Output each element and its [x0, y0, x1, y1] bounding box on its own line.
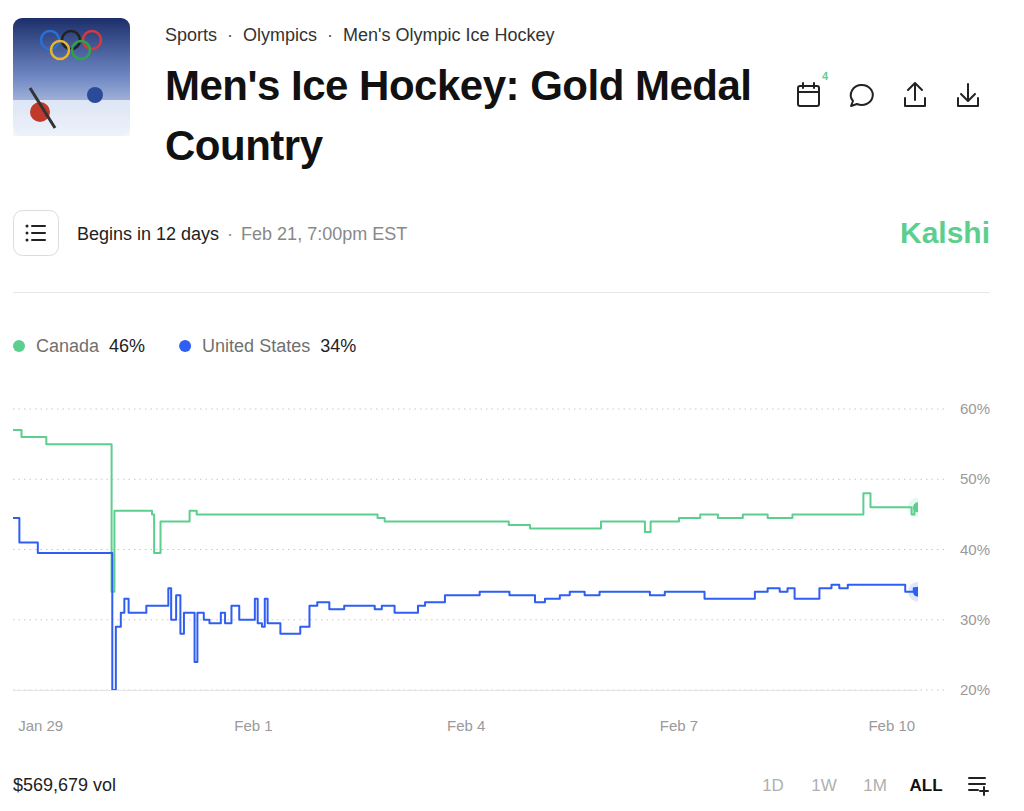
grid-line: [13, 619, 945, 620]
icon-line: [969, 783, 985, 785]
comment-icon[interactable]: [851, 85, 873, 106]
title-line: Men's Ice Hockey: Gold Medal: [165, 62, 752, 109]
breadcrumb[interactable]: Men's Olympic Ice Hockey: [343, 25, 555, 45]
breadcrumb[interactable]: Olympics: [243, 25, 317, 45]
divider: [13, 292, 990, 293]
legend-chance: 46%: [109, 336, 145, 356]
x-tick-label: Feb 7: [660, 717, 698, 734]
add-list-icon[interactable]: [969, 778, 988, 795]
list-button-frame: [14, 211, 59, 256]
ring: [62, 31, 80, 49]
y-grid: 20% 30% 40% 50% 60%: [13, 400, 990, 698]
download-arrow: [961, 84, 975, 101]
brand: Kalshi: [900, 216, 990, 249]
ring: [83, 31, 101, 49]
stick: [30, 88, 55, 128]
calendar-icon[interactable]: [798, 83, 819, 106]
legend-label: United States: [202, 336, 310, 356]
legend-swatch: [13, 340, 25, 352]
x-tick-label: Jan 29: [18, 717, 63, 734]
breadcrumb-separator: ·: [227, 25, 233, 45]
ice: [13, 100, 130, 136]
range-button[interactable]: 1W: [811, 776, 837, 795]
legend-entry: United States 34%: [179, 336, 356, 356]
y-tick-label: 60%: [960, 400, 990, 417]
series-line: [13, 430, 918, 592]
calendar-pin: [813, 83, 815, 88]
x-tick-label: Feb 4: [447, 717, 485, 734]
calendar-count: 4: [822, 70, 829, 82]
volume: $569,679 vol: [13, 775, 116, 795]
legend-swatch: [179, 340, 191, 352]
grid-line: [13, 409, 945, 410]
breadcrumb[interactable]: Sports: [165, 25, 217, 45]
icon-line: [969, 789, 978, 791]
end-dot: [913, 587, 918, 597]
share-icon[interactable]: [905, 83, 925, 106]
status-separator: ·: [227, 224, 233, 244]
breadcrumb-separator: ·: [327, 25, 333, 45]
grid-line: [13, 549, 945, 550]
end-halo: [908, 497, 918, 517]
title-line: Country: [165, 122, 324, 169]
icon-line: [969, 777, 985, 779]
y-tick-label: 50%: [960, 470, 990, 487]
ring: [41, 31, 59, 49]
grid-line: [13, 690, 945, 691]
grid-line: [13, 479, 945, 480]
thumbnail: [13, 18, 130, 136]
list-line: [32, 225, 45, 227]
calendar-line: [798, 91, 819, 93]
ring: [72, 41, 90, 59]
range-button[interactable]: 1M: [863, 776, 887, 795]
range-button[interactable]: 1D: [762, 776, 784, 795]
header-icons: [798, 83, 978, 106]
legend-chance: 34%: [320, 336, 356, 356]
end-halo: [908, 582, 918, 602]
y-tick-label: 40%: [960, 541, 990, 558]
end-dot: [913, 502, 918, 512]
range-button[interactable]: ALL: [909, 776, 942, 795]
x-tick-label: Feb 10: [868, 717, 915, 734]
share-arrow: [908, 83, 922, 100]
player: [87, 87, 103, 103]
ring: [51, 41, 69, 59]
list-dot: [26, 225, 29, 228]
calendar-pin: [802, 83, 804, 88]
list-button[interactable]: [14, 211, 59, 256]
page: Sports · Olympics · Men's Olympic Ice Hockey…: [0, 0, 1024, 811]
list-line: [32, 239, 45, 241]
list-dot: [26, 232, 29, 235]
legend-label: Canada: [36, 336, 100, 356]
status: Begins in 12 days: [77, 224, 219, 244]
calendar-body: [798, 86, 819, 106]
y-tick-label: 20%: [960, 681, 990, 698]
legend-entry: Canada 46%: [13, 336, 145, 356]
title: Men's Ice Hockey: Gold Medal Country: [165, 62, 752, 169]
plot-marks: [13, 430, 918, 690]
x-axis-line: [13, 690, 918, 691]
x-tick-label: Feb 1: [234, 717, 272, 734]
share-tray: [905, 98, 925, 106]
download-tray: [958, 98, 978, 106]
thumbnail-bg: [13, 18, 130, 136]
list-line: [32, 232, 45, 234]
download-icon[interactable]: [958, 84, 978, 106]
start-date: Feb 21, 7:00pm EST: [241, 224, 407, 244]
icon-line: [980, 790, 988, 792]
series-line: [13, 518, 918, 690]
list-dot: [26, 239, 29, 242]
y-tick-label: 30%: [960, 611, 990, 628]
